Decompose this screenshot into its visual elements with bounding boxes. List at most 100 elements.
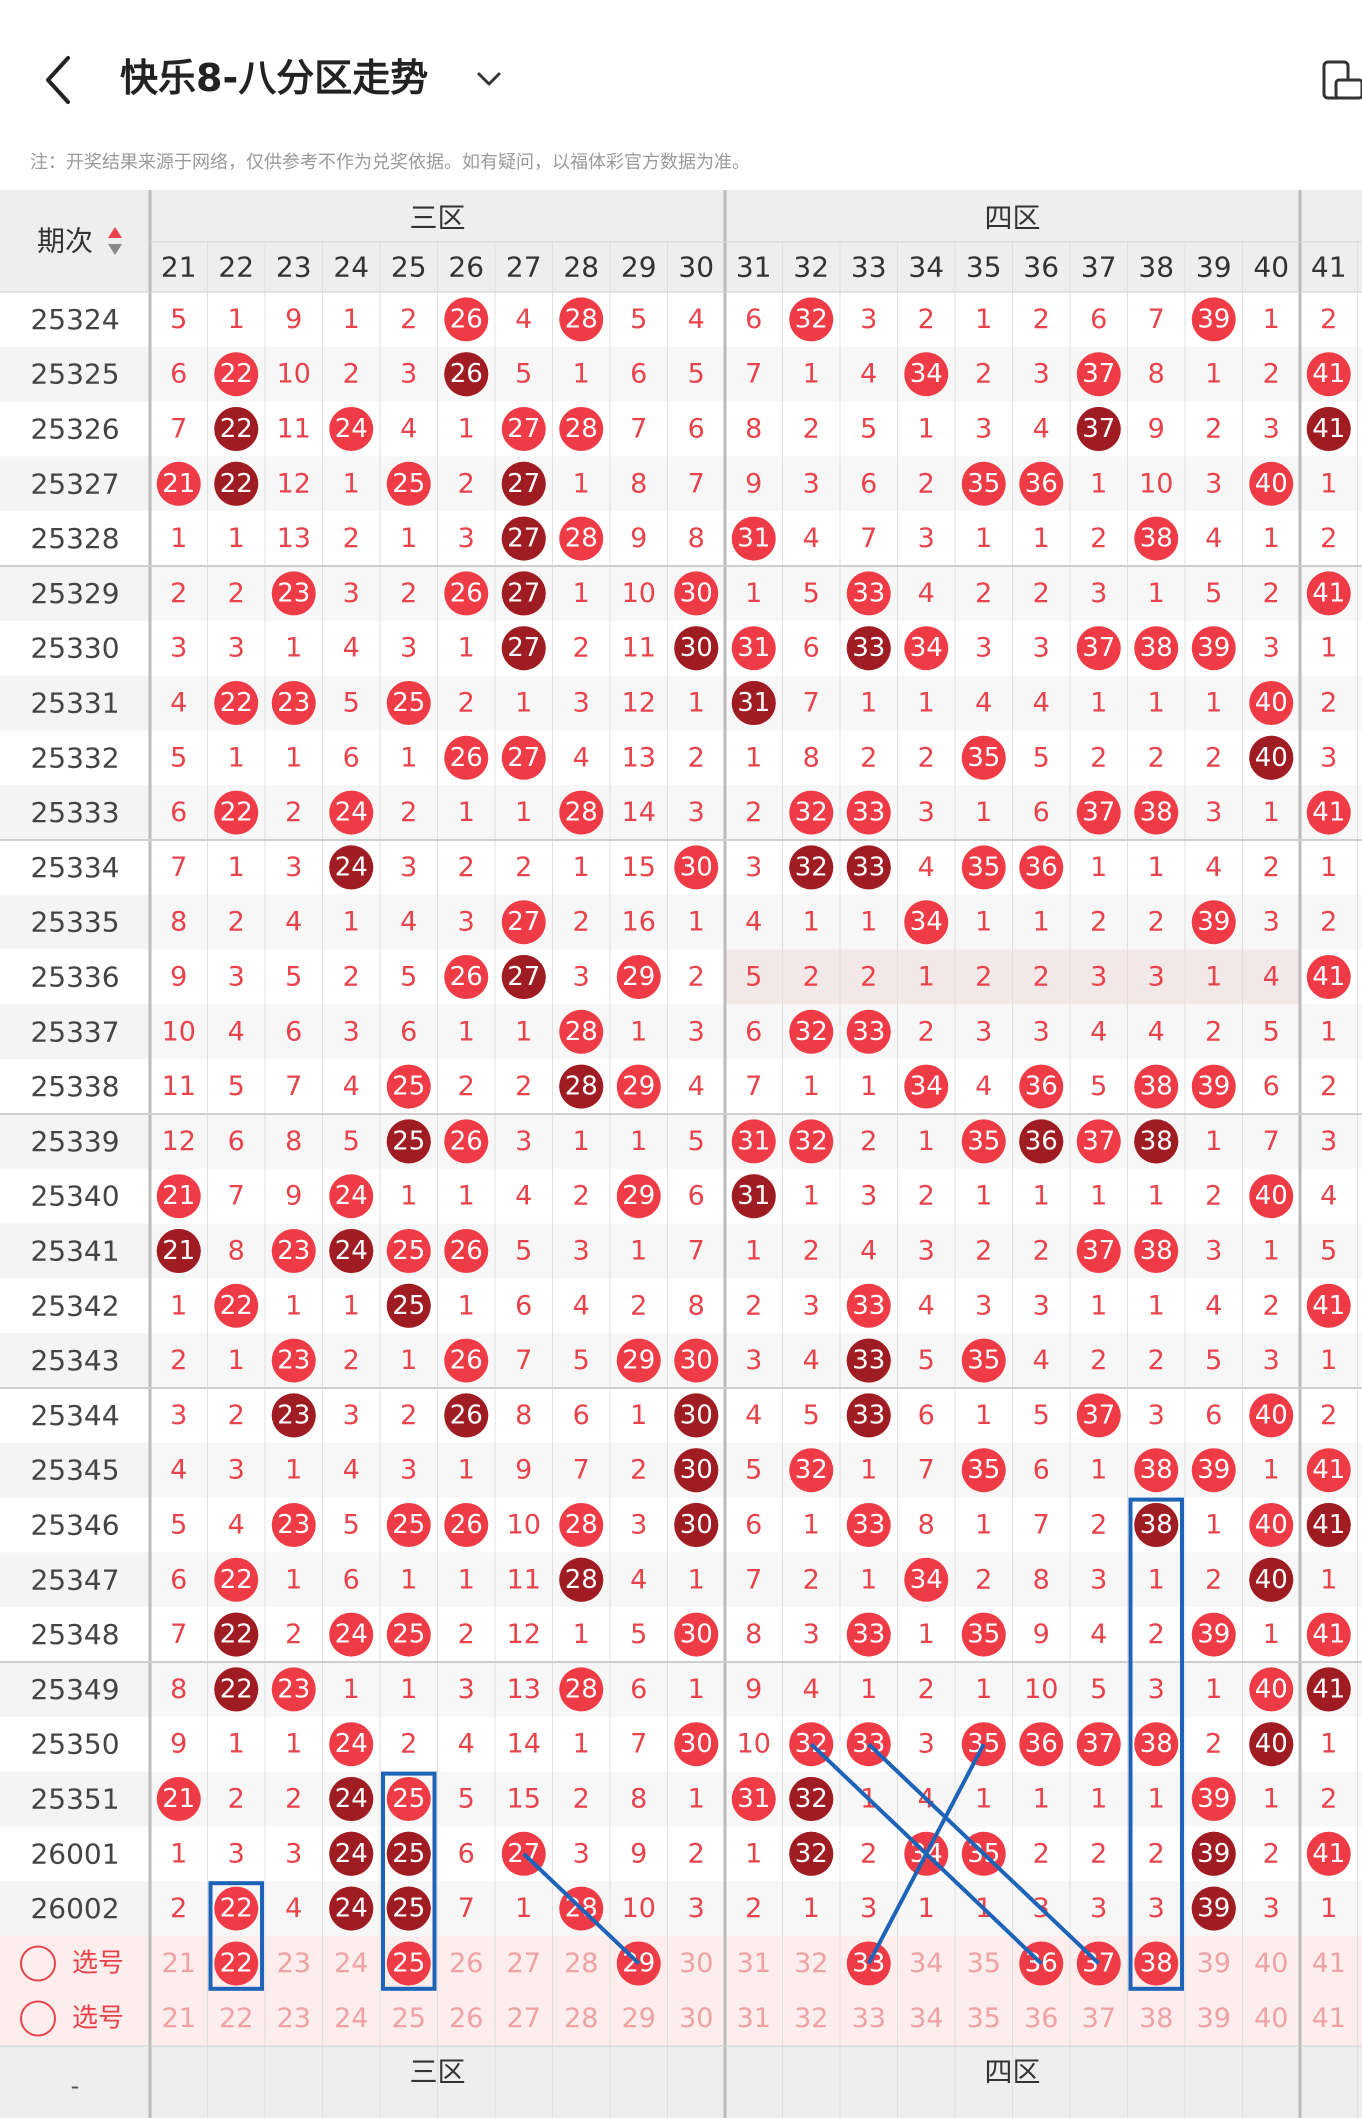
miss-count: 2: [1205, 1016, 1222, 1047]
period-number: 25325: [30, 358, 119, 391]
miss-count: 2: [170, 1893, 187, 1924]
repeat-hit-number: 28: [565, 1072, 598, 1102]
select-number: 24: [334, 2003, 368, 2034]
hit-ball: [386, 1503, 431, 1547]
miss-count: 10: [1139, 468, 1173, 499]
hit-number: 40: [1255, 469, 1288, 499]
hit-ball: [904, 1557, 949, 1602]
miss-count: 13: [622, 742, 656, 773]
miss-count: 5: [688, 1126, 705, 1157]
miss-count: 1: [1148, 1564, 1165, 1595]
miss-count: 2: [343, 523, 360, 554]
miss-count: 1: [1090, 852, 1107, 883]
repeat-hit-number: 24: [335, 852, 368, 882]
miss-count: 5: [343, 1126, 360, 1157]
hit-ball: [789, 297, 834, 342]
hit-number: 36: [1025, 852, 1058, 882]
miss-count: 2: [918, 742, 935, 773]
repeat-hit-ball: [1249, 735, 1294, 780]
hit-ball: [1191, 1064, 1236, 1109]
miss-count: 4: [630, 1564, 647, 1595]
picked-ball[interactable]: [846, 1941, 891, 1986]
hit-number: 26: [450, 1236, 483, 1266]
miss-count: 2: [1320, 523, 1337, 554]
period-number: 25338: [30, 1070, 119, 1103]
miss-count: 15: [507, 1784, 541, 1815]
miss-count: 6: [688, 414, 705, 445]
miss-count: 9: [515, 1455, 532, 1486]
miss-count: 4: [803, 523, 820, 554]
screen-rotate-icon[interactable]: [1320, 58, 1362, 102]
repeat-hit-number: 41: [1312, 1674, 1345, 1704]
back-arrow-icon[interactable]: [40, 52, 80, 108]
miss-count: 4: [918, 1290, 935, 1321]
hit-number: 25: [392, 688, 425, 718]
column-number: 37: [1081, 251, 1117, 284]
miss-count: 2: [1205, 742, 1222, 773]
sort-down-icon[interactable]: [108, 244, 122, 255]
repeat-hit-ball: [559, 1064, 604, 1109]
hit-ball: [271, 681, 316, 725]
select-radio[interactable]: [20, 2000, 56, 2037]
miss-count: 2: [170, 1345, 187, 1376]
chevron-down-icon[interactable]: [474, 64, 504, 94]
repeat-hit-ball: [1306, 407, 1351, 451]
hit-ball: [1249, 461, 1294, 506]
miss-count: 2: [803, 414, 820, 445]
sort-up-icon[interactable]: [108, 227, 122, 238]
period-number: 25335: [30, 906, 119, 939]
row-bg: [150, 1278, 1362, 1334]
miss-count: 1: [918, 1893, 935, 1924]
miss-count: 5: [1263, 1016, 1280, 1047]
hit-ball: [904, 900, 949, 945]
miss-count: 3: [1033, 633, 1050, 664]
hit-number: 35: [967, 1620, 1000, 1650]
hit-number: 31: [737, 524, 770, 554]
miss-count: 1: [803, 1510, 820, 1541]
miss-count: 1: [688, 1674, 705, 1705]
miss-count: 1: [458, 1181, 475, 1212]
picked-ball[interactable]: [214, 1941, 259, 1986]
miss-count: 2: [860, 1838, 877, 1869]
hit-ball: [1076, 1393, 1121, 1438]
picked-ball[interactable]: [386, 1941, 431, 1986]
hit-number: 32: [795, 1017, 828, 1047]
miss-count: 2: [285, 1784, 302, 1815]
column-number: 29: [621, 251, 657, 284]
miss-count: 1: [1320, 633, 1337, 664]
hit-number: 37: [1082, 1400, 1115, 1430]
select-number: 24: [334, 1948, 368, 1979]
miss-count: 2: [975, 1236, 992, 1267]
picked-ball[interactable]: [1134, 1941, 1179, 1986]
annotation-box-38: [1128, 1497, 1184, 1991]
select-number: 35: [967, 2003, 1001, 2034]
miss-count: 5: [573, 1345, 590, 1376]
hit-ball: [789, 1009, 834, 1054]
page-title[interactable]: 快乐8-八分区走势: [120, 56, 429, 100]
hit-ball: [1191, 1612, 1236, 1657]
miss-count: 1: [285, 633, 302, 664]
miss-count: 12: [507, 1619, 541, 1650]
miss-count: 1: [573, 1619, 590, 1650]
column-number: 27: [506, 251, 542, 284]
trend-line-33-37: [867, 1742, 1101, 1965]
miss-count: 1: [745, 1236, 762, 1267]
select-number: 39: [1197, 2003, 1231, 2034]
miss-count: 7: [1148, 304, 1165, 335]
miss-count: 5: [458, 1784, 475, 1815]
hit-number: 39: [1197, 1784, 1230, 1814]
miss-count: 3: [400, 633, 417, 664]
hit-ball: [329, 790, 374, 835]
miss-count: 1: [228, 304, 245, 335]
miss-count: 1: [458, 1016, 475, 1047]
select-number: 26: [449, 1948, 483, 1979]
hit-number: 26: [450, 1126, 483, 1156]
select-number: 21: [162, 2003, 196, 2034]
miss-count: 3: [745, 1345, 762, 1376]
repeat-hit-ball: [1249, 1722, 1294, 1767]
select-radio[interactable]: [20, 1945, 56, 1982]
miss-count: 5: [630, 1619, 647, 1650]
miss-count: 2: [400, 304, 417, 335]
miss-count: 2: [458, 468, 475, 499]
hit-number: 36: [1025, 1729, 1058, 1759]
